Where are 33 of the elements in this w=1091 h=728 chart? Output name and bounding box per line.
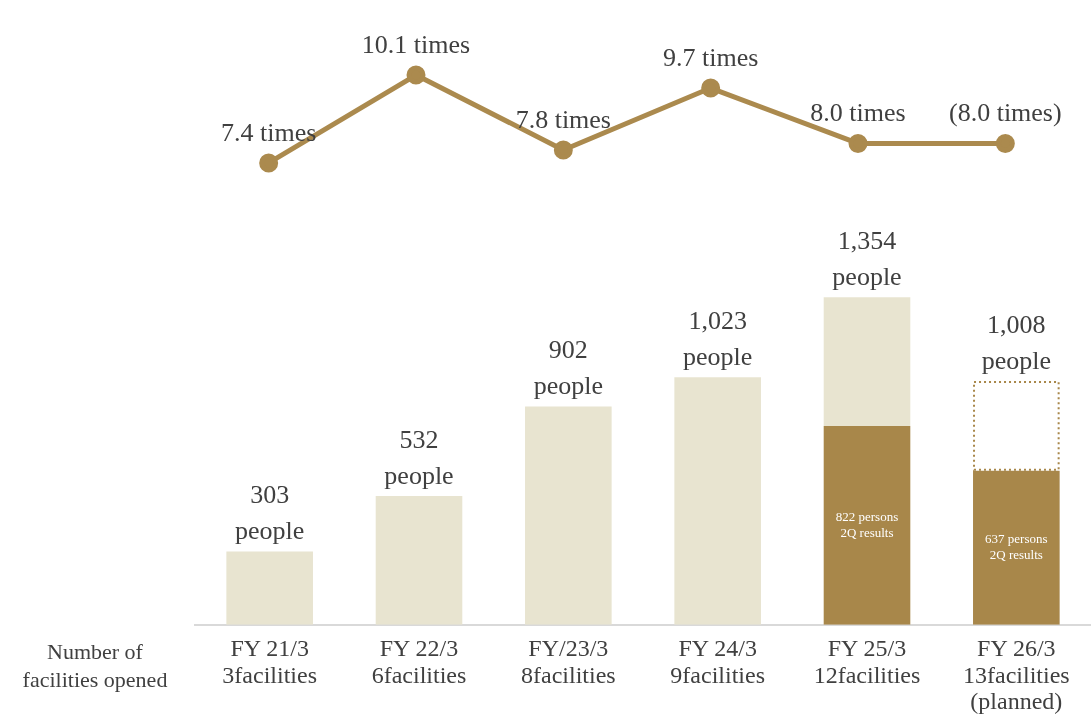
total-label: 303 people: [235, 480, 305, 546]
data-label: 10.1 times: [361, 29, 471, 59]
data-label: 822 persons 2Q results: [835, 508, 899, 540]
data-label: 637 persons 2Q results: [985, 531, 1048, 563]
point: [701, 78, 721, 98]
bar: [375, 496, 463, 625]
bar: [525, 406, 612, 625]
total-label: 1,354 people: [832, 226, 902, 292]
x-tick-label: FY 21/3 3facilities: [222, 635, 317, 688]
point: [259, 153, 279, 173]
total-label: 532 people: [384, 424, 454, 490]
data-label: 7.8 times: [515, 104, 612, 134]
bar: [823, 297, 911, 426]
x-tick-label: FY 24/3 9facilities: [670, 635, 765, 688]
total-label: 902 people: [533, 335, 603, 401]
total-label: 1,023 people: [683, 306, 753, 372]
data-label: 8.0 times: [810, 98, 906, 128]
x-tick-label: FY 22/3 6facilities: [371, 635, 467, 688]
bar: [226, 551, 313, 625]
data-label: (8.0 times): [949, 98, 1062, 128]
x-tick-label: FY/23/3 8facilities: [521, 635, 616, 688]
point: [848, 133, 868, 153]
point: [553, 140, 573, 160]
x-tick-label: FY 26/3 13facilities (planned): [963, 635, 1070, 715]
data-label: 7.4 times: [220, 117, 317, 147]
text: Number of facilities opened: [21, 638, 169, 694]
total-label: 1,008 people: [981, 309, 1051, 375]
x-tick-label: FY 25/3 12facilities: [813, 635, 921, 688]
point: [995, 133, 1015, 153]
point: [406, 65, 426, 85]
bar: [823, 425, 911, 625]
bar: [674, 377, 761, 625]
data-label: 9.7 times: [662, 42, 759, 72]
